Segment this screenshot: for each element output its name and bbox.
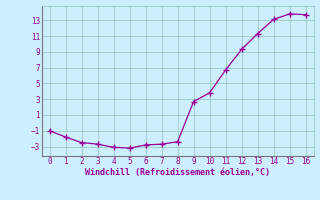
X-axis label: Windchill (Refroidissement éolien,°C): Windchill (Refroidissement éolien,°C) (85, 168, 270, 177)
